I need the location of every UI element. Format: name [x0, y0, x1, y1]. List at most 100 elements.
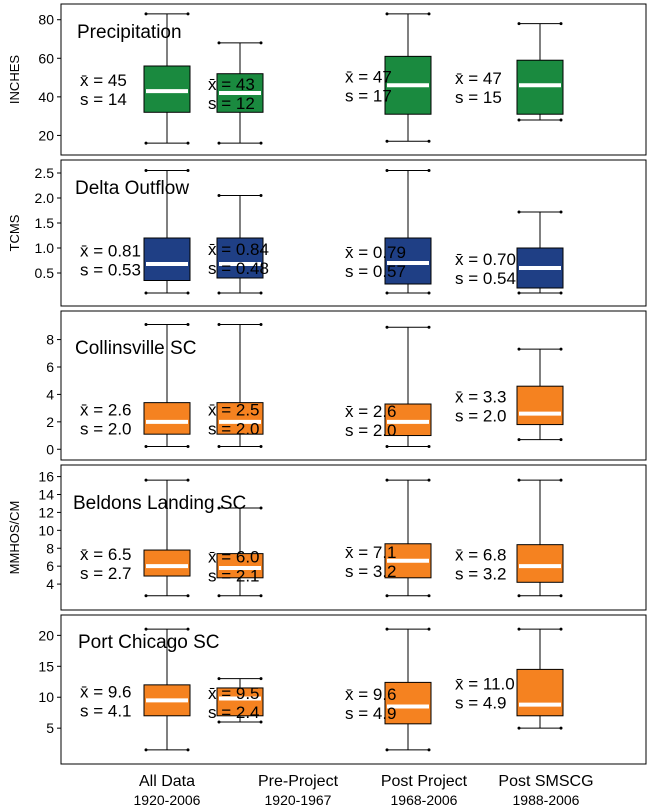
mean-label: x̄ = 2.5: [208, 400, 260, 419]
max-cap-dot: [517, 478, 521, 482]
mean-label: x̄ = 2.6: [345, 402, 397, 421]
max-cap-dot: [186, 478, 190, 482]
iqr-box: [143, 237, 191, 281]
max-cap-dot: [144, 627, 148, 631]
max-cap-dot: [259, 322, 263, 326]
y-tick-label: 1.5: [35, 215, 55, 231]
mean-label: x̄ = 0.81: [80, 241, 141, 260]
max-cap-dot: [144, 322, 148, 326]
sd-label: s = 4.9: [455, 694, 507, 713]
sd-label: s = 0.54: [455, 269, 516, 288]
min-cap-dot: [186, 748, 190, 752]
min-cap-dot: [385, 594, 389, 598]
y-tick-label: 12: [38, 504, 54, 520]
mean-label: x̄ = 47: [455, 69, 502, 88]
box-1: x̄ = 0.81s = 0.53: [80, 169, 191, 295]
category-years: 1920-2006: [134, 792, 201, 808]
y-axis-label: MMHOS/CM: [7, 501, 22, 575]
iqr-box: [516, 544, 564, 583]
sd-label: s = 2.0: [345, 421, 397, 440]
y-tick-label: 6: [46, 359, 54, 375]
min-cap-dot: [517, 118, 521, 122]
max-cap-dot: [217, 41, 221, 45]
max-cap-dot: [259, 194, 263, 197]
min-cap-dot: [385, 139, 389, 143]
sd-label: s = 0.57: [345, 262, 406, 281]
min-cap-dot: [385, 291, 389, 295]
iqr-box: [516, 385, 564, 426]
max-cap-dot: [559, 478, 563, 482]
min-cap-dot: [186, 594, 190, 598]
min-cap-dot: [217, 445, 221, 449]
y-tick-label: 2.0: [35, 190, 55, 206]
mean-label: x̄ = 45: [80, 71, 127, 90]
box-3: x̄ = 47s = 17: [345, 12, 432, 143]
iqr-box: [516, 668, 564, 717]
box-3: x̄ = 9.6s = 4.9: [345, 627, 432, 752]
category-2: Pre-Project 1920-1967: [258, 773, 339, 808]
box-1: x̄ = 2.6s = 2.0: [80, 322, 191, 449]
min-cap-dot: [517, 594, 521, 598]
min-cap-dot: [559, 726, 563, 730]
panel-frame: [60, 464, 647, 611]
panel-title: Precipitation: [77, 22, 182, 43]
panel-title: Collinsville SC: [75, 338, 196, 359]
y-axis-label: INCHES: [7, 55, 22, 104]
mean-label: x̄ = 0.70: [455, 250, 516, 269]
y-tick-label: 6: [46, 558, 54, 574]
y-tick-label: 20: [38, 127, 54, 143]
panel-title: Port Chicago SC: [78, 632, 220, 653]
box-3: x̄ = 2.6s = 2.0: [345, 325, 432, 449]
box-2: x̄ = 0.84s = 0.48: [208, 194, 269, 295]
box-4: x̄ = 0.70s = 0.54: [455, 210, 564, 295]
box-2: x̄ = 6.0s = 2.1: [208, 506, 264, 598]
max-cap-dot: [186, 322, 190, 326]
min-cap-dot: [144, 445, 148, 449]
sd-label: s = 2.4: [208, 703, 260, 722]
sd-label: s = 0.48: [208, 259, 269, 278]
mean-label: x̄ = 9.5: [208, 684, 260, 703]
panel-title: Beldons Landing SC: [73, 493, 246, 514]
iqr-box: [143, 402, 191, 435]
min-cap-dot: [559, 291, 563, 295]
y-tick-label: 4: [46, 386, 54, 402]
min-cap-dot: [186, 445, 190, 449]
mean-label: x̄ = 0.84: [208, 240, 269, 259]
mean-label: x̄ = 6.0: [208, 548, 260, 567]
max-cap-dot: [186, 627, 190, 631]
max-cap-dot: [427, 627, 431, 631]
min-cap-dot: [427, 594, 431, 598]
min-cap-dot: [144, 748, 148, 752]
box-2: x̄ = 9.5s = 2.4: [208, 677, 264, 724]
box-2: x̄ = 2.5s = 2.0: [208, 322, 264, 449]
mean-label: x̄ = 2.6: [80, 400, 132, 419]
min-cap-dot: [559, 438, 563, 442]
max-cap-dot: [559, 210, 563, 214]
max-cap-dot: [259, 677, 263, 681]
category-label: Pre-Project: [258, 773, 339, 790]
max-cap-dot: [259, 506, 263, 510]
max-cap-dot: [144, 169, 148, 172]
box-3: x̄ = 7.1s = 3.2: [345, 478, 432, 598]
max-cap-dot: [517, 347, 521, 351]
min-cap-dot: [385, 445, 389, 449]
max-cap-dot: [517, 627, 521, 631]
mean-label: x̄ = 7.1: [345, 543, 397, 562]
min-cap-dot: [144, 291, 148, 295]
sd-label: s = 4.9: [345, 704, 397, 723]
category-label: Post SMSCG: [498, 773, 593, 790]
y-tick-label: 2: [46, 414, 54, 430]
mean-label: x̄ = 9.6: [80, 682, 132, 701]
min-cap-dot: [517, 726, 521, 730]
max-cap-dot: [559, 347, 563, 351]
category-years: 1988-2006: [513, 792, 580, 808]
mean-label: x̄ = 43: [208, 75, 255, 94]
max-cap-dot: [427, 169, 431, 172]
min-cap-dot: [427, 748, 431, 752]
y-tick-label: 14: [38, 487, 54, 503]
category-1: All Data 1920-2006: [134, 773, 201, 808]
